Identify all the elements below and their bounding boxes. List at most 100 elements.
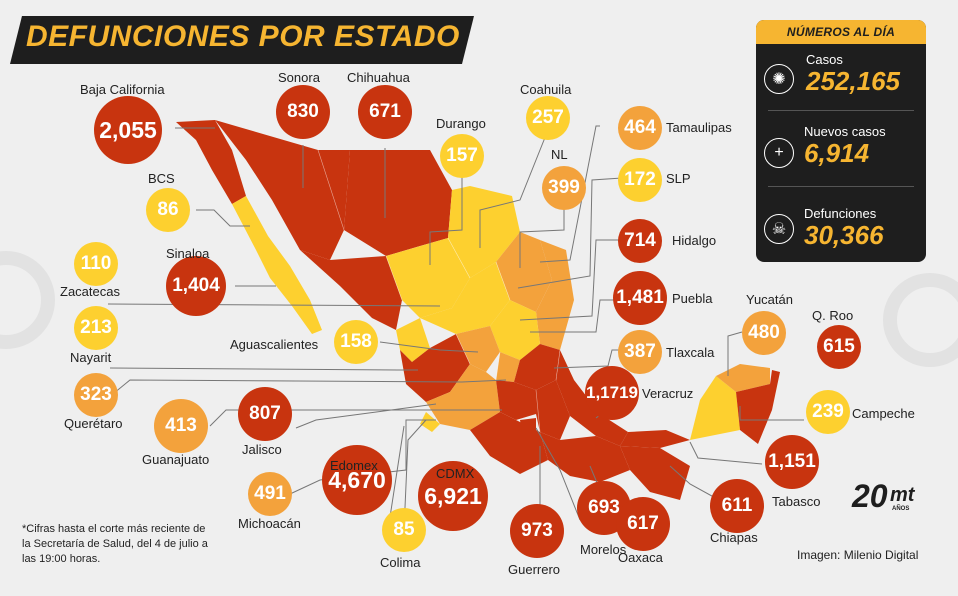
- stats-divider: [768, 110, 914, 111]
- baja-california-region: [176, 120, 246, 204]
- deaths-value: 30,366: [804, 220, 884, 250]
- state-label: Sonora: [278, 70, 320, 85]
- yucatan-region: [716, 364, 770, 392]
- state-bubble: 480: [742, 311, 786, 355]
- state-bubble: 615: [817, 325, 861, 369]
- state-bubble: 213: [74, 306, 118, 350]
- qroo-region: [736, 370, 780, 444]
- state-bubble: 491: [248, 472, 292, 516]
- logo-number: 20: [852, 478, 888, 514]
- stats-panel-header: NÚMEROS AL DÍA: [756, 20, 926, 44]
- state-label: Tlaxcala: [666, 345, 715, 360]
- nl-region: [496, 232, 552, 312]
- edomex-region: [496, 380, 536, 420]
- state-bubble: 671: [358, 85, 412, 139]
- state-bubble: 830: [276, 85, 330, 139]
- image-credit: Imagen: Milenio Digital: [797, 548, 919, 562]
- cases-label: Casos: [806, 52, 843, 67]
- page-title: DEFUNCIONES POR ESTADO: [26, 20, 460, 53]
- campeche-region: [690, 376, 740, 440]
- plus-icon: +: [764, 138, 794, 168]
- state-bubble: 399: [542, 166, 586, 210]
- state-bubble: 172: [618, 158, 662, 202]
- state-bubble: 157: [440, 134, 484, 178]
- oaxaca-region: [540, 432, 630, 482]
- chiapas-region: [620, 446, 690, 500]
- state-bubble: 323: [74, 373, 118, 417]
- state-bubble: 6,921: [418, 461, 488, 531]
- state-bubble: 714: [618, 219, 662, 263]
- new-cases-value: 6,914: [804, 138, 870, 168]
- logo-sub: AÑOS: [892, 506, 910, 512]
- state-bubble: 1,1719: [585, 366, 639, 420]
- state-bubble: 85: [382, 508, 426, 552]
- queretaro-region: [496, 352, 520, 382]
- state-bubble: 86: [146, 188, 190, 232]
- colima-region: [420, 412, 440, 432]
- state-label: Querétaro: [64, 416, 123, 431]
- state-label: Aguascalientes: [230, 337, 319, 352]
- state-label: Hidalgo: [672, 233, 717, 248]
- state-label: Yucatán: [746, 292, 793, 307]
- stats-divider: [768, 186, 914, 187]
- state-label: BCS: [148, 171, 175, 186]
- skull-icon: ☠: [764, 214, 794, 244]
- state-bubble: 973: [510, 504, 564, 558]
- virus-icon: ✺: [764, 64, 794, 94]
- footnote: *Cifras hasta el corte más reciente de l…: [22, 523, 208, 565]
- sinaloa-region: [300, 250, 402, 330]
- nayarit-region: [396, 318, 430, 362]
- state-label: NL: [551, 147, 568, 162]
- state-label: CDMX: [436, 466, 475, 481]
- state-label: Colima: [380, 555, 421, 570]
- morelos-region: [520, 418, 536, 432]
- puebla-region: [536, 380, 570, 440]
- state-bubble: 1,404: [166, 256, 226, 316]
- state-label: Sinaloa: [166, 246, 210, 261]
- state-bubble: 1,151: [765, 435, 819, 489]
- state-label: Veracruz: [642, 386, 694, 401]
- cases-value: 252,165: [806, 66, 900, 96]
- logo-brand: mt: [890, 484, 915, 506]
- state-label: Edomex: [330, 458, 378, 473]
- state-bubble: 110: [74, 242, 118, 286]
- state-label: Jalisco: [242, 442, 282, 457]
- state-label: Coahuila: [520, 82, 572, 97]
- state-label: Guerrero: [508, 562, 561, 577]
- guanajuato-region: [456, 326, 500, 372]
- state-bubble: 2,055: [94, 96, 162, 164]
- state-label: Q. Roo: [812, 308, 854, 323]
- tabasco-region: [620, 430, 690, 448]
- bcs-region: [232, 196, 322, 334]
- zacatecas-region: [420, 262, 510, 334]
- hidalgo-region: [514, 344, 560, 390]
- state-label: Nayarit: [70, 350, 112, 365]
- state-label: Chiapas: [710, 530, 758, 545]
- state-label: Tabasco: [772, 494, 821, 509]
- milenio-20-logo: 20 mt AÑOS: [852, 478, 922, 518]
- state-label: Zacatecas: [60, 284, 120, 299]
- sonora-region: [215, 120, 350, 260]
- state-label: Morelos: [580, 542, 627, 557]
- state-label: Puebla: [672, 291, 713, 306]
- state-bubble: 387: [618, 330, 662, 374]
- state-label: Michoacán: [238, 516, 301, 531]
- stats-panel: NÚMEROS AL DÍA ✺ Casos 252,165 + Nuevos …: [756, 20, 926, 262]
- veracruz-region: [556, 350, 628, 446]
- state-bubble: 257: [526, 96, 570, 140]
- state-bubble: 611: [710, 479, 764, 533]
- new-cases-label: Nuevos casos: [804, 124, 886, 139]
- state-bubble: 464: [618, 106, 662, 150]
- state-bubble: 413: [154, 399, 208, 453]
- state-label: Chihuahua: [347, 70, 410, 85]
- state-label: Tamaulipas: [666, 120, 732, 135]
- state-label: Baja California: [80, 82, 165, 97]
- state-bubble: 4,670: [322, 445, 392, 515]
- state-label: Oaxaca: [618, 550, 663, 565]
- tamaulipas-region: [536, 240, 574, 350]
- durango-region: [386, 238, 470, 318]
- state-bubble: 807: [238, 387, 292, 441]
- state-label: Guanajuato: [142, 452, 210, 467]
- state-label: Durango: [436, 116, 486, 131]
